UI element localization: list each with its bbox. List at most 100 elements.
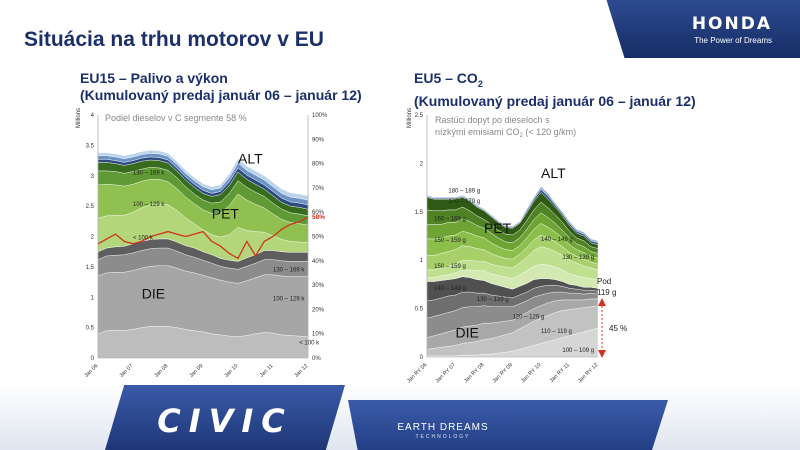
l-y2-tick-label: 10% [312, 332, 325, 338]
right-share-arrow-down [598, 350, 606, 358]
r-band-label: 180 – 189 g [448, 188, 480, 194]
right-area-series [426, 186, 599, 358]
right-chart-heading: EU5 – CO2 (Kumulovaný predaj január 06 –… [414, 70, 696, 110]
left-diesel-share-line [97, 216, 309, 260]
r-x-tick-label: Jan RY 10 [520, 362, 542, 384]
left-y2-ticks: 0% 10% 20% 30% 40% 50% 60% 70% 80% 90% 100% [312, 113, 328, 362]
r-x-tick-label: Jan RY 06 [406, 362, 428, 384]
left-area-series [97, 149, 309, 359]
left-share-label: 58% [312, 214, 325, 221]
l-y-tick-label: 2.5 [86, 204, 95, 210]
right-annotation-subscript: 2 [520, 133, 524, 139]
left-heading-line2: (Kumulovaný predaj január 06 – január 12… [80, 87, 362, 103]
right-annotation-line2-prefix: nízkými emisiami CO [435, 127, 520, 137]
r-x-tick-label: Jan RY 12 [577, 362, 599, 384]
r-series-area-14 [426, 186, 599, 244]
r-band-label: 100 – 109 g [562, 348, 594, 354]
civic-logo-text: CIVIC [157, 402, 293, 440]
left-annotation: Podiel dieselov v C segmente 58 % [105, 113, 247, 123]
right-heading-line1: EU5 – CO2 [414, 70, 696, 93]
left-heading-line1: EU15 – Palivo a výkon [80, 70, 228, 86]
honda-brand-text: HONDA [691, 14, 772, 34]
earth-dreams-subtext: TECHNOLOGY [415, 434, 471, 440]
l-band-label: < 100 k [133, 236, 154, 242]
l-band-label: 130 – 169 k [133, 171, 165, 177]
right-pod-label-line1: Pod [597, 277, 611, 286]
l-band-label: 130 – 169 k [273, 268, 305, 274]
l-y2-tick-label: 90% [312, 137, 325, 143]
l-y2-tick-label: 50% [312, 235, 325, 241]
r-band-label: 130 – 139 g [562, 255, 594, 261]
r-band-label: 130 – 139 g [477, 297, 509, 303]
right-annotation-line2-suffix: (< 120 g/km) [523, 127, 576, 137]
slide-title: Situácia na trhu motorov v EU [24, 28, 324, 51]
r-group-label: ALT [541, 165, 566, 181]
r-x-tick-label: Jan RY 07 [435, 362, 457, 384]
r-band-label: 140 – 149 g [541, 237, 573, 243]
l-band-label: 100 – 129 k [273, 296, 305, 302]
l-y-tick-label: 1.5 [86, 265, 95, 271]
r-y-tick-label: 0 [420, 355, 424, 361]
right-group-labels: DIE PET ALT [456, 165, 567, 341]
right-heading-subscript: 2 [477, 78, 483, 89]
right-x-ticks: Jan RY 06 Jan RY 07 Jan RY 08 Jan RY 09 Jan … [406, 362, 599, 384]
right-pod-label-line2: 119 g [597, 288, 616, 297]
l-y-tick-label: 0 [91, 356, 95, 362]
right-chart-ylabel: Millions [407, 108, 413, 128]
l-group-label: DIE [142, 285, 165, 301]
r-x-tick-label: Jan RY 08 [463, 362, 485, 384]
r-band-label: 140 – 149 g [434, 286, 466, 292]
l-y-tick-label: 3.5 [86, 143, 95, 149]
r-group-label: PET [484, 220, 512, 236]
r-x-tick-label: Jan RY 11 [549, 362, 571, 384]
right-share-label: 45 % [609, 324, 627, 333]
left-group-labels: DIE PET ALT [142, 151, 263, 302]
right-share-arrow-up [598, 298, 606, 306]
r-x-tick-label: Jan RY 09 [492, 362, 514, 384]
l-y-tick-label: 2 [91, 235, 95, 241]
r-band-label: 150 – 159 g [434, 238, 466, 244]
l-y2-tick-label: 60% [312, 210, 325, 216]
l-y2-tick-label: 80% [312, 162, 325, 168]
left-chart-ylabel: Millions [76, 108, 82, 128]
l-band-label: < 100 k [299, 341, 320, 347]
r-y-tick-label: 1 [420, 258, 424, 264]
r-band-label: 160 – 169 g [434, 217, 466, 223]
l-y2-tick-label: 70% [312, 186, 325, 192]
r-y-tick-label: 0.5 [415, 307, 424, 313]
left-y-ticks: 0 0.5 1 1.5 2 2.5 3 3.5 4 [86, 113, 95, 362]
earth-dreams-logo-text: EARTH DREAMS [397, 422, 489, 433]
r-y-tick-label: 2.5 [415, 113, 424, 119]
r-band-label: 150 – 159 g [434, 264, 466, 270]
r-y-tick-label: 2 [420, 161, 424, 167]
left-band-labels: < 100 k 100 – 129 k 130 – 169 k < 100 k 100 … [133, 171, 320, 347]
right-annotation-line1: Rastúci dopyt po dieseloch s [435, 115, 550, 125]
right-heading-line2: (Kumulovaný predaj január 06 – január 12… [414, 92, 696, 109]
r-band-label: 120 – 129 g [513, 314, 545, 320]
r-y-tick-label: 1.5 [415, 210, 424, 216]
l-y2-tick-label: 0% [312, 356, 321, 362]
l-y-tick-label: 1 [91, 295, 95, 301]
l-y2-tick-label: 100% [312, 113, 328, 119]
l-y-tick-label: 0.5 [86, 326, 95, 332]
l-band-label: 100 – 129 k [133, 202, 165, 208]
r-group-label: DIE [456, 325, 479, 341]
honda-logo: HONDA The Power of Dreams [606, 0, 800, 58]
r-band-label: 170 – 179 g [448, 199, 480, 205]
right-heading-line1-text: EU5 – CO [414, 70, 478, 86]
right-annotation-line2: nízkými emisiami CO2 (< 120 g/km) [435, 127, 576, 139]
right-y-ticks: 0 0.5 1 1.5 2 2.5 [415, 113, 424, 361]
left-chart-heading: EU15 – Palivo a výkon (Kumulovaný predaj… [80, 70, 362, 104]
civic-logo-panel [105, 385, 345, 450]
r-band-label: 110 – 119 g [541, 329, 572, 335]
l-y-tick-label: 4 [91, 113, 95, 119]
honda-tagline: The Power of Dreams [694, 36, 772, 45]
l-y-tick-label: 3 [91, 174, 95, 180]
l-y2-tick-label: 20% [312, 307, 325, 313]
right-band-labels: 100 – 109 g 110 – 119 g 120 – 129 g 130 – 1… [434, 188, 594, 354]
l-group-label: ALT [238, 151, 263, 167]
l-group-label: PET [212, 205, 240, 221]
earth-dreams-panel [348, 400, 668, 450]
